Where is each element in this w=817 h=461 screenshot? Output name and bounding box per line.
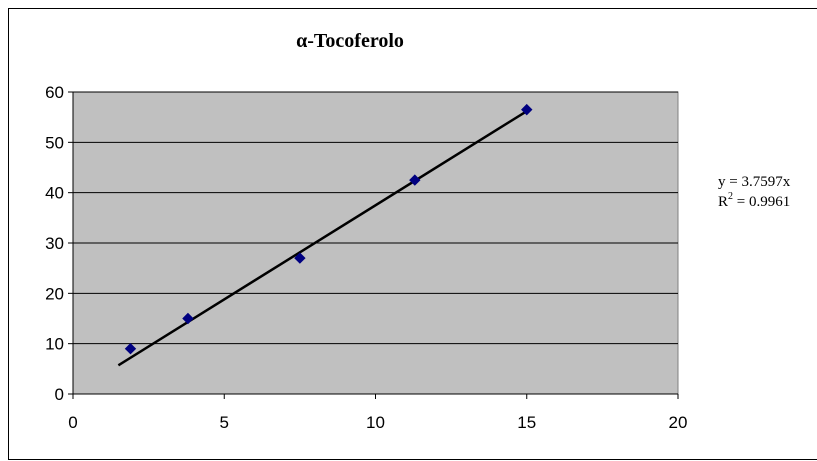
y-tick-labels: 0 10 20 30 40 50 60 bbox=[45, 83, 64, 404]
data-point bbox=[182, 312, 194, 325]
chart-title: α-Tocoferolo bbox=[296, 30, 404, 52]
trendline bbox=[117, 110, 528, 367]
x-tick-label: 5 bbox=[220, 413, 229, 432]
y-tick-label: 0 bbox=[55, 385, 64, 404]
y-tick-label: 60 bbox=[45, 83, 64, 102]
data-point bbox=[294, 252, 306, 264]
y-tick-label: 20 bbox=[45, 284, 64, 303]
x-tick-labels: 0 5 10 15 20 bbox=[68, 413, 687, 432]
data-points bbox=[124, 103, 533, 355]
trendline-r2: R2 = 0.9961 bbox=[718, 191, 790, 210]
x-tick-label: 0 bbox=[68, 413, 77, 432]
y-tick-label: 30 bbox=[45, 234, 64, 253]
data-point bbox=[409, 174, 421, 186]
y-tick-label: 50 bbox=[45, 133, 64, 152]
x-tick-label: 10 bbox=[366, 413, 385, 432]
data-point bbox=[521, 103, 533, 116]
data-point bbox=[124, 342, 137, 355]
gridlines bbox=[73, 91, 678, 345]
axes bbox=[68, 91, 679, 399]
y-tick-label: 10 bbox=[45, 335, 64, 354]
x-tick-label: 15 bbox=[517, 413, 536, 432]
x-tick-label: 20 bbox=[669, 413, 688, 432]
y-tick-label: 40 bbox=[45, 184, 64, 203]
trendline-equation: y = 3.7597x bbox=[718, 174, 791, 190]
